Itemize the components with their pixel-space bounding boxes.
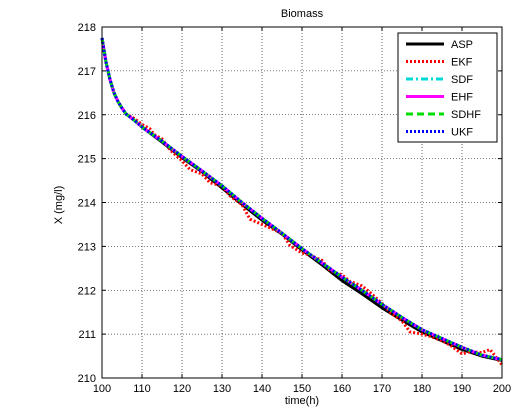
legend-label-ukf: UKF: [451, 127, 473, 139]
x-tick-label: 160: [333, 383, 351, 395]
legend-label-sdhf: SDHF: [451, 109, 481, 121]
legend-label-ekf: EKF: [451, 57, 473, 69]
x-tick-label: 190: [453, 383, 471, 395]
x-tick-label: 120: [173, 383, 191, 395]
y-tick-label: 213: [78, 241, 96, 253]
x-tick-label: 110: [133, 383, 151, 395]
x-tick-label: 180: [413, 383, 431, 395]
legend-label-ehf: EHF: [451, 92, 473, 104]
chart-title: Biomass: [281, 8, 324, 20]
series-lines: [100, 37, 504, 366]
y-axis-label: X (mg/l): [53, 186, 65, 225]
legend-box: [397, 32, 498, 143]
x-tick-label: 140: [253, 383, 271, 395]
y-tick-label: 215: [78, 154, 96, 166]
x-tick-label: 130: [213, 383, 231, 395]
x-axis-label: time(h): [285, 395, 319, 407]
y-tick-label: 214: [78, 198, 96, 210]
legend-label-asp: ASP: [451, 39, 473, 51]
x-tick-label: 100: [93, 383, 111, 395]
y-tick-label: 211: [78, 329, 96, 341]
y-tick-label: 217: [78, 66, 96, 78]
x-tick-label: 150: [293, 383, 311, 395]
legend-label-sdf: SDF: [451, 74, 473, 86]
y-tick-label: 218: [78, 22, 96, 34]
x-tick-label: 170: [373, 383, 391, 395]
x-tick-label: 200: [493, 383, 511, 395]
axis-ticks: 100 110 120 130 140 150 160 170 180 190 200 210 211 2…: [78, 22, 511, 395]
series-line-ukf: [100, 37, 503, 362]
legend: ASP EKF SDF EHF SDHF UKF: [397, 32, 498, 143]
y-tick-label: 210: [78, 373, 96, 385]
y-tick-label: 212: [78, 285, 96, 297]
y-tick-label: 216: [78, 110, 96, 122]
